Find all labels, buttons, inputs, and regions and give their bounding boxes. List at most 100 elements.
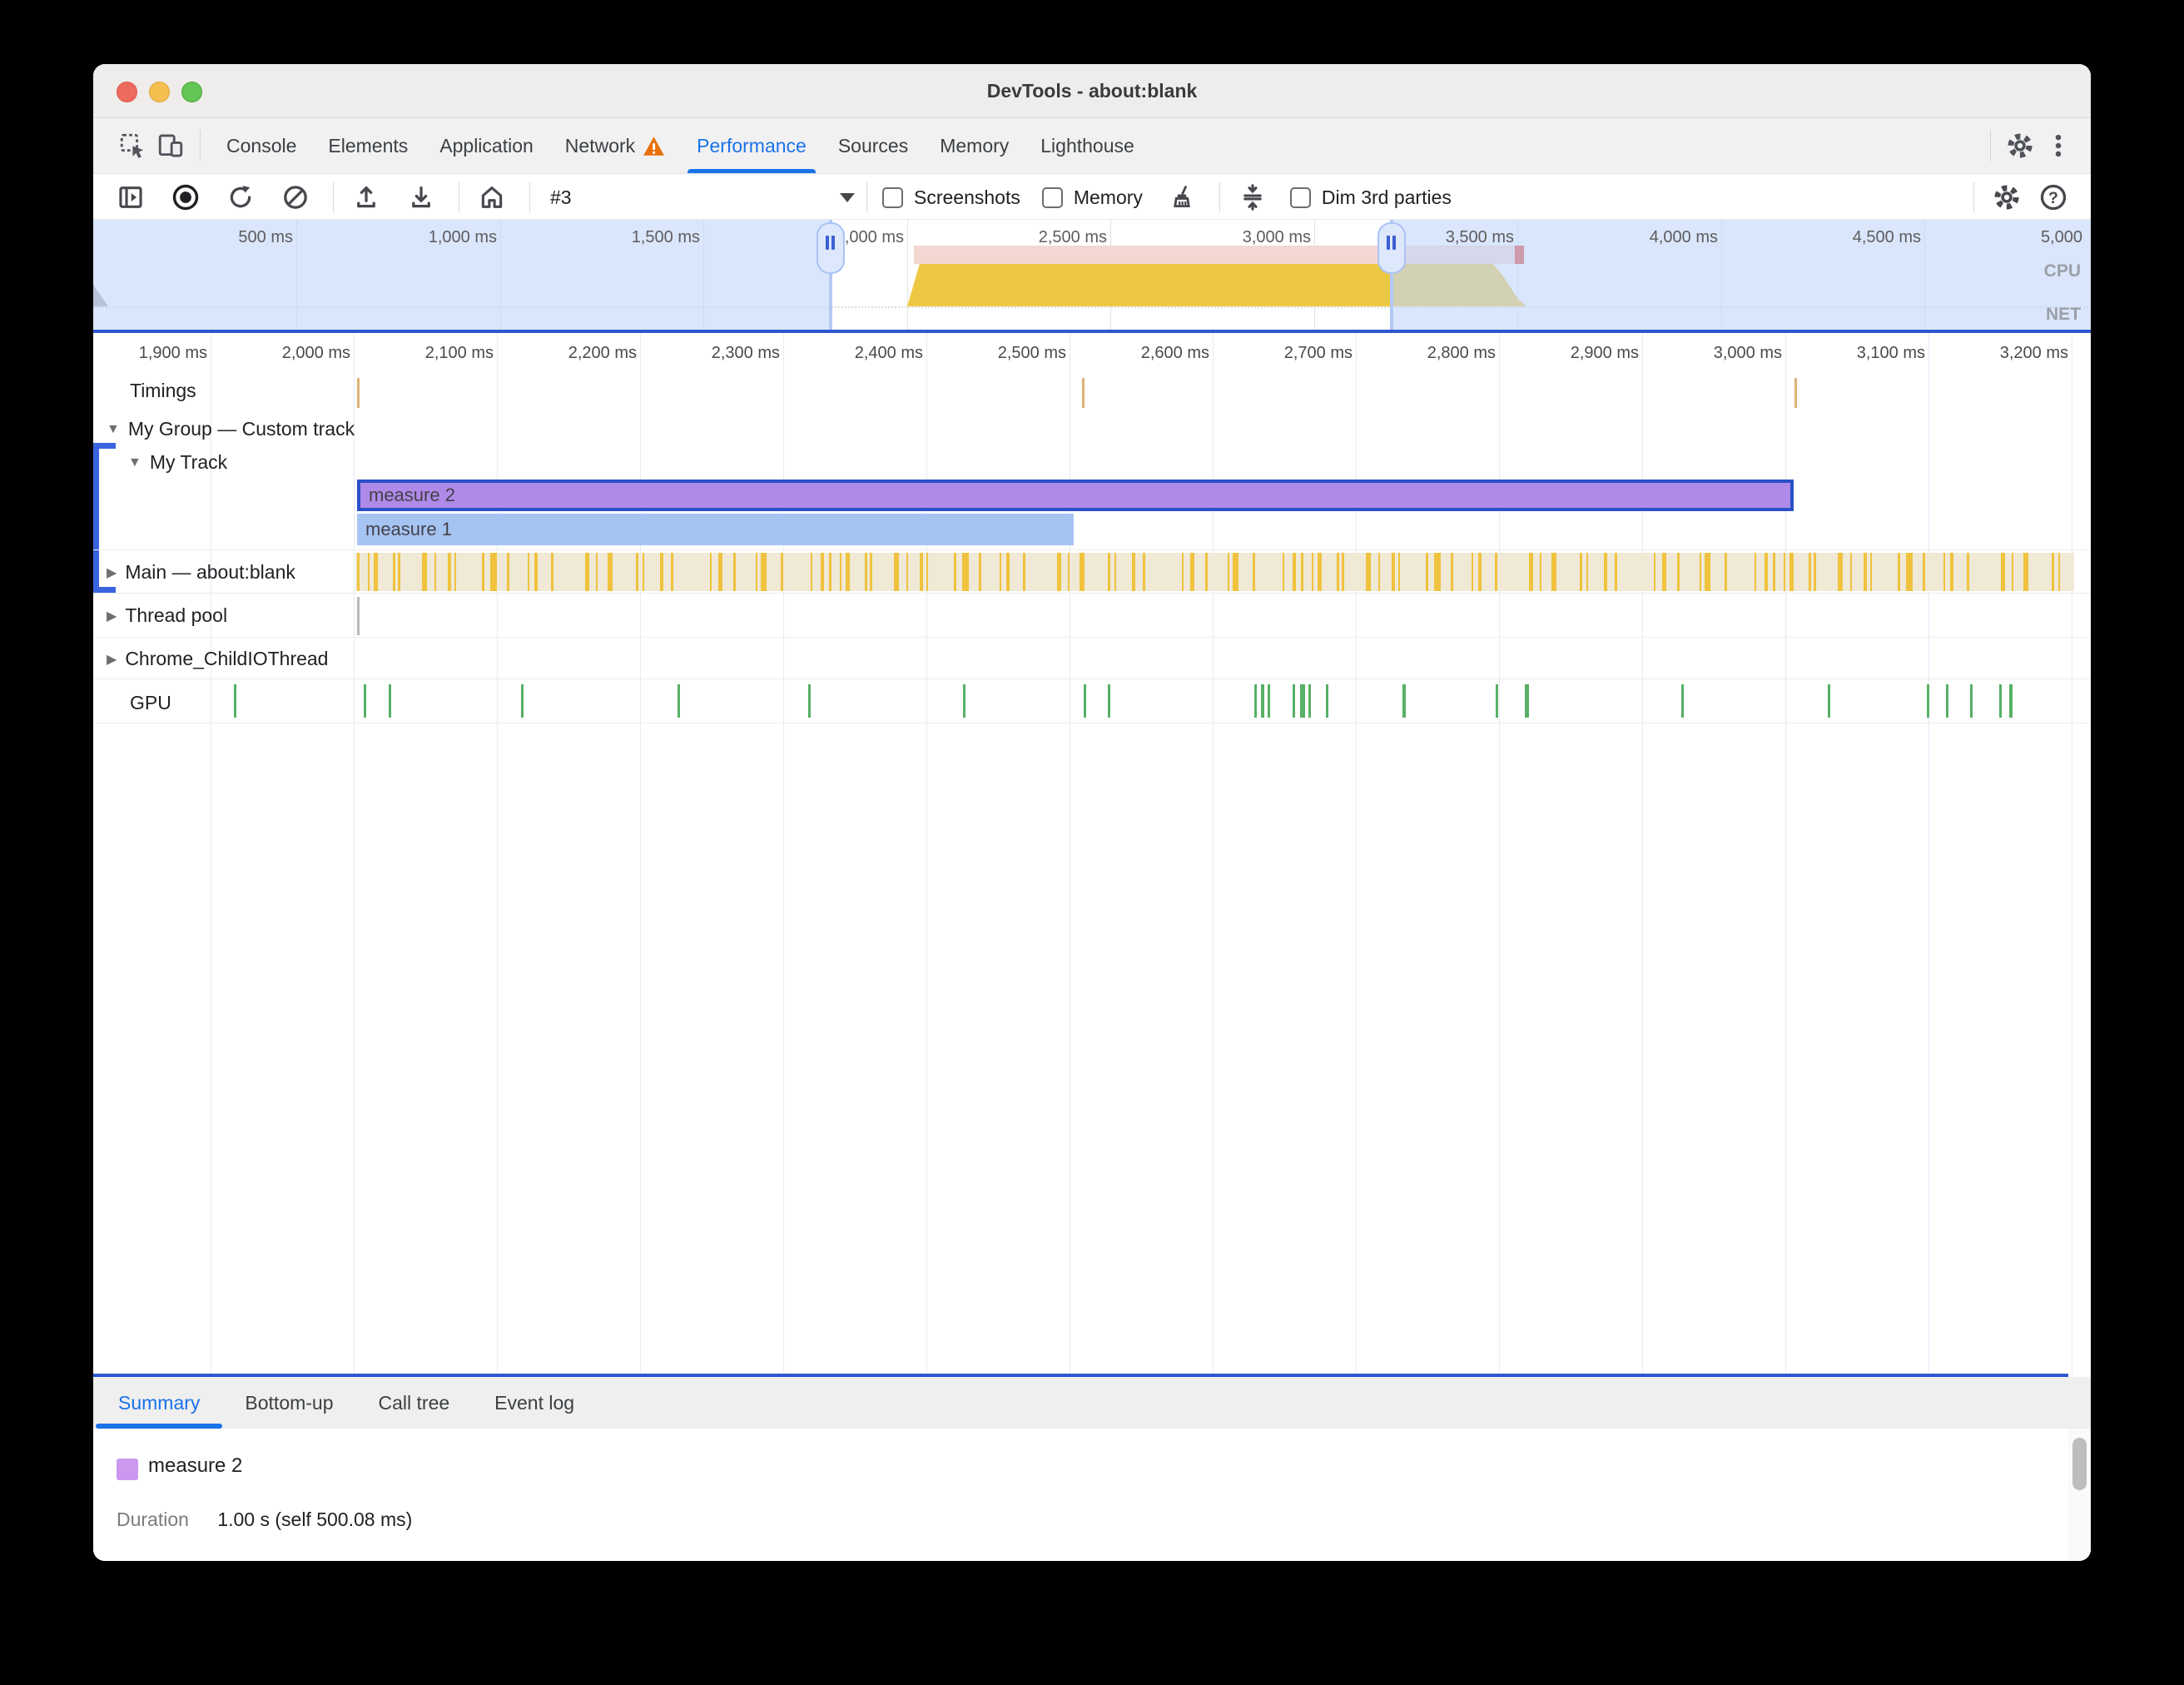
overview-tick-label: 3,500 ms [1445, 228, 1514, 246]
track-gpu-label[interactable]: GPU [130, 692, 171, 713]
tab-network[interactable]: Network [549, 118, 681, 173]
gpu-activity-bar [389, 684, 391, 718]
scrollbar-thumb[interactable] [2072, 1438, 2087, 1490]
tab-application[interactable]: Application [439, 134, 534, 157]
inspect-element-icon[interactable] [113, 127, 151, 165]
details-pane: Summary Bottom-up Call tree Event log me… [93, 1374, 2091, 1561]
collapse-expand-icon[interactable] [1235, 180, 1270, 215]
garbage-collect-icon[interactable] [1164, 180, 1199, 215]
flame-chart[interactable]: 1,900 ms 2,000 ms 2,100 ms 2,200 ms 2,300 ms… [93, 332, 2091, 1374]
main-activity-bar [1923, 553, 1925, 591]
upload-profile-icon[interactable] [349, 180, 384, 215]
download-profile-icon[interactable] [404, 180, 439, 215]
track-main-label[interactable]: ▶ Main — about:blank [107, 561, 295, 583]
settings-gear-icon[interactable] [2001, 127, 2039, 165]
main-activity-bar [1434, 553, 1441, 591]
checkbox-box[interactable] [882, 186, 903, 208]
tab-lighthouse[interactable]: Lighthouse [1040, 134, 1134, 157]
track-group-header[interactable]: ▼ My Group — Custom track [107, 418, 355, 440]
timeline-overview[interactable]: 500 ms 1,000 ms 1,500 ms 2,000 ms 2,500 ms 3,… [93, 219, 2091, 333]
memory-checkbox[interactable]: Memory [1041, 186, 1143, 209]
main-activity-bar [1233, 553, 1238, 591]
close-button[interactable] [117, 82, 137, 102]
main-activity-bar [1615, 553, 1617, 591]
tab-call-tree[interactable]: Call tree [378, 1391, 450, 1414]
tab-memory[interactable]: Memory [940, 134, 1010, 157]
main-activity-bar [1478, 553, 1482, 591]
gpu-activity-bar [364, 684, 366, 718]
main-activity-bar [1378, 553, 1380, 591]
warning-icon [643, 136, 665, 157]
checkbox-box[interactable] [1289, 186, 1311, 208]
main-activity-bar [1586, 553, 1588, 591]
capture-settings-gear-icon[interactable] [1989, 180, 2024, 215]
main-activity-bar [357, 553, 360, 591]
main-thread-activity[interactable] [355, 553, 2074, 591]
tab-event-log[interactable]: Event log [494, 1391, 575, 1414]
main-activity-bar [1755, 553, 1756, 591]
main-activity-bar [906, 553, 908, 591]
titlebar: DevTools - about:blank [93, 64, 2091, 118]
home-icon[interactable] [474, 180, 509, 215]
toggle-sidebar-icon[interactable] [113, 180, 148, 215]
kebab-menu-icon[interactable] [2039, 127, 2077, 165]
main-activity-bar [1677, 553, 1680, 591]
tab-bottom-up[interactable]: Bottom-up [245, 1391, 334, 1414]
track-timings-label[interactable]: Timings [130, 380, 196, 401]
main-activity-bar [1529, 553, 1533, 591]
overview-tick-label: 4,500 ms [1852, 228, 1921, 246]
selection-left-handle[interactable] [817, 222, 845, 274]
scrollbar-track[interactable] [2068, 1429, 2091, 1561]
track-child-io-label[interactable]: ▶ Chrome_ChildIOThread [107, 648, 329, 669]
zoom-button[interactable] [181, 82, 202, 102]
dim-3rd-parties-checkbox[interactable]: Dim 3rd parties [1289, 186, 1452, 209]
clear-icon[interactable] [278, 180, 313, 215]
main-activity-bar [811, 553, 812, 591]
main-activity-bar [1725, 553, 1727, 591]
gpu-activity-bar [1293, 684, 1295, 718]
profile-select[interactable]: #3 [550, 179, 855, 216]
track-my-track-header[interactable]: ▼ My Track [128, 451, 228, 473]
reload-record-icon[interactable] [223, 180, 258, 215]
main-activity-bar [1114, 553, 1116, 591]
ruler-tick-label: 3,000 ms [1713, 344, 1782, 362]
main-activity-bar [920, 553, 923, 591]
duration-label: Duration [117, 1509, 189, 1530]
selected-track-bracket [93, 443, 116, 593]
device-toolbar-icon[interactable] [151, 127, 190, 165]
main-activity-bar [1293, 553, 1296, 591]
main-activity-bar [393, 553, 395, 591]
pane-focus-border-bottom [93, 1374, 2068, 1377]
tab-sources[interactable]: Sources [837, 134, 909, 157]
help-icon[interactable]: ? [2036, 180, 2071, 215]
ruler-tick-label: 2,800 ms [1427, 344, 1496, 362]
selection-left-line [829, 220, 832, 330]
measure-1-bar[interactable]: measure 1 [357, 514, 1074, 545]
ruler-tick-label: 2,300 ms [711, 344, 780, 362]
measure-2-bar[interactable]: measure 2 [357, 480, 1794, 511]
gpu-activity-bar [1946, 684, 1948, 718]
main-activity-bar [1540, 553, 1541, 591]
ruler-tick-label: 1,900 ms [138, 344, 207, 362]
svg-text:?: ? [2048, 189, 2058, 207]
main-activity-bar [1705, 553, 1710, 591]
main-activity-bar [979, 553, 981, 591]
main-activity-bar [1906, 553, 1913, 591]
tab-performance[interactable]: Performance [681, 118, 822, 173]
timing-marker [1082, 378, 1085, 408]
net-row-separator [93, 306, 2091, 308]
tab-summary[interactable]: Summary [96, 1377, 223, 1429]
tab-elements[interactable]: Elements [328, 134, 409, 157]
track-thread-pool-label[interactable]: ▶ Thread pool [107, 604, 228, 626]
tab-console[interactable]: Console [226, 134, 297, 157]
selection-right-handle[interactable] [1377, 222, 1406, 274]
gpu-activity-bar [1525, 684, 1529, 718]
record-icon[interactable] [168, 180, 203, 215]
main-activity-bar [1301, 553, 1303, 591]
minimize-button[interactable] [149, 82, 170, 102]
main-activity-bar [643, 553, 644, 591]
checkbox-box[interactable] [1041, 186, 1063, 208]
screenshots-checkbox[interactable]: Screenshots [882, 186, 1020, 209]
gpu-activity-bar [1084, 684, 1086, 718]
gpu-activity-bar [963, 684, 965, 718]
